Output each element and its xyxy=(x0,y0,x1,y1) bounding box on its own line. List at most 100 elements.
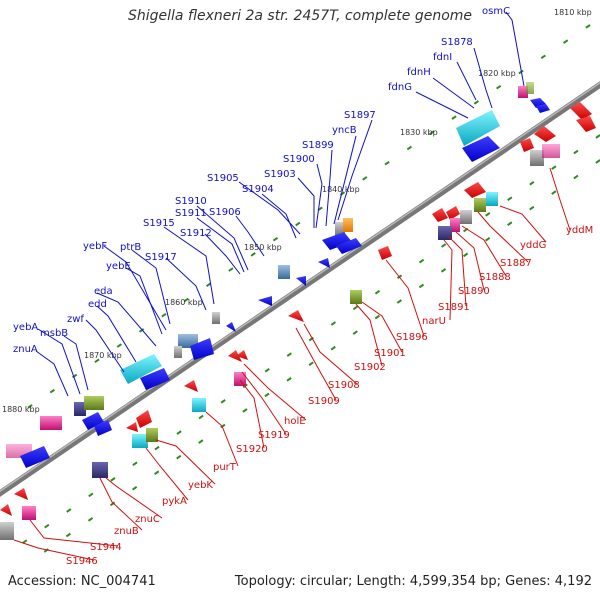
gene-label: S1915 xyxy=(143,218,175,229)
ruler-label: 1850 kbp xyxy=(244,243,282,252)
gene-feature xyxy=(278,265,290,279)
ruler-label: 1830 kbp xyxy=(400,128,438,137)
gene-label: fdnG xyxy=(388,82,412,93)
gene-arrow xyxy=(462,136,500,162)
gene-label: S1920 xyxy=(236,444,268,455)
gene-feature xyxy=(335,222,345,236)
gene-label: S1903 xyxy=(264,169,296,180)
gene-label: S1911 xyxy=(175,208,207,219)
gene-arrow xyxy=(136,410,152,428)
gene-arrow xyxy=(190,338,214,360)
gene-arrow xyxy=(258,296,272,306)
gene-label: zwf xyxy=(67,314,84,325)
gene-label: yebF xyxy=(83,241,107,252)
gene-arrow xyxy=(20,446,50,468)
plus-strand-features xyxy=(6,82,550,468)
gene-label: S1887 xyxy=(500,258,532,269)
gene-label: S1917 xyxy=(145,252,177,263)
gene-feature xyxy=(178,334,198,348)
minus-gene-labels: yddM yddG S1887 S1888 S1890 S1891 narU S… xyxy=(66,225,593,567)
gene-feature xyxy=(192,398,206,412)
gene-label: znuC xyxy=(135,514,160,525)
gene-feature xyxy=(22,506,36,520)
gene-feature xyxy=(0,522,14,540)
gene-arrow xyxy=(536,104,550,113)
gene-label: S1904 xyxy=(242,184,274,195)
gene-label: holE xyxy=(284,416,306,427)
gene-label: fdnH xyxy=(407,67,431,78)
gene-label: S1891 xyxy=(438,302,470,313)
gene-arrow xyxy=(318,258,330,268)
gene-arrow xyxy=(14,488,28,500)
gene-arrow xyxy=(534,126,556,142)
gene-label: S1900 xyxy=(283,154,315,165)
gene-feature xyxy=(132,434,148,448)
gene-label: S1888 xyxy=(479,272,511,283)
gene-label: S1909 xyxy=(308,396,340,407)
gene-label: S1912 xyxy=(180,228,212,239)
gene-arrow xyxy=(236,350,248,360)
ruler-ticks xyxy=(9,24,600,556)
gene-label: yncB xyxy=(332,125,357,136)
gene-label: yebE xyxy=(106,261,131,272)
gene-label: S1896 xyxy=(396,332,428,343)
gene-label: pykA xyxy=(162,496,187,507)
gene-feature xyxy=(518,86,528,98)
ruler-label: 1870 kbp xyxy=(84,351,122,360)
gene-arrow xyxy=(464,182,486,198)
gene-cyan xyxy=(120,354,162,384)
gene-arrow xyxy=(94,420,112,436)
gene-label: fdnI xyxy=(433,52,452,63)
genome-backbone xyxy=(0,81,600,497)
topology-summary: Topology: circular; Length: 4,599,354 bp… xyxy=(234,574,592,589)
gene-label: znuB xyxy=(114,526,139,537)
gene-label: osmC xyxy=(482,6,510,17)
gene-label: msbB xyxy=(40,328,68,339)
gene-label: S1899 xyxy=(302,140,334,151)
gene-label: S1906 xyxy=(209,207,241,218)
gene-feature xyxy=(40,416,62,430)
gene-arrow xyxy=(432,208,448,222)
gene-feature xyxy=(474,198,486,212)
minus-strand-features xyxy=(0,102,596,540)
gene-feature xyxy=(486,192,498,206)
gene-label: purT xyxy=(213,462,237,473)
gene-feature xyxy=(343,218,353,232)
gene-arrow xyxy=(0,504,12,516)
gene-arrow xyxy=(322,232,352,250)
gene-arrow xyxy=(184,380,198,392)
figure-title: Shigella flexneri 2a str. 2457T, complet… xyxy=(127,8,473,24)
gene-arrow xyxy=(126,422,138,432)
ruler-label: 1860 kbp xyxy=(165,298,203,307)
gene-label: yebA xyxy=(13,322,38,333)
gene-arrow xyxy=(288,310,304,322)
ruler-labels: 1810 kbp 1820 kbp 1830 kbp 1840 kbp 1850… xyxy=(2,8,592,414)
gene-feature xyxy=(212,312,220,324)
gene-label: S1919 xyxy=(258,430,290,441)
gene-feature xyxy=(74,402,86,416)
gene-arrow xyxy=(520,138,534,152)
gene-label: ptrB xyxy=(120,242,141,253)
ruler-label: 1840 kbp xyxy=(322,185,360,194)
gene-label: S1897 xyxy=(344,110,376,121)
gene-arrow xyxy=(378,246,392,260)
gene-arrow xyxy=(446,206,460,220)
gene-arrow xyxy=(226,322,236,332)
plus-gene-labels: osmC S1878 fdnI fdnH fdnG S1897 yncB S18… xyxy=(13,6,510,355)
ruler-label: 1880 kbp xyxy=(2,405,40,414)
gene-feature xyxy=(174,346,182,358)
accession-text: Accession: NC_004741 xyxy=(8,574,156,589)
gene-label: yddG xyxy=(520,240,546,251)
gene-label: S1878 xyxy=(441,37,473,48)
gene-arrow xyxy=(570,102,592,120)
gene-feature xyxy=(450,218,460,232)
plus-leader-lines xyxy=(35,11,525,397)
gene-label: znuA xyxy=(13,344,38,355)
gene-label: S1901 xyxy=(374,348,406,359)
gene-arrow xyxy=(228,350,242,362)
ruler-label: 1810 kbp xyxy=(554,8,592,17)
gene-arrow xyxy=(82,412,104,430)
genome-backbone-highlight xyxy=(0,81,600,493)
gene-feature xyxy=(84,396,104,410)
